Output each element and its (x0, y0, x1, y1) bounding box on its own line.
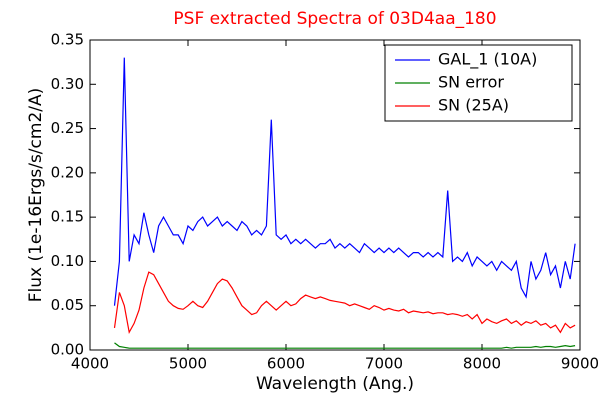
series-line (113, 57, 576, 306)
legend-label: SN (25A) (438, 96, 509, 115)
series-line (113, 271, 576, 335)
x-tick-label: 7000 (365, 355, 403, 373)
series-line (114, 342, 576, 349)
y-tick-label: 0.10 (51, 252, 84, 270)
legend-label: SN error (438, 73, 504, 92)
plot-frame (89, 39, 581, 351)
x-tick-label: 9000 (561, 355, 599, 373)
y-tick-label: 0.15 (51, 208, 84, 226)
y-axis-label: Flux (1e-16Ergs/s/cm2/A) (26, 88, 46, 303)
y-tick-label: 0.20 (51, 163, 84, 181)
y-tick-label: 0.30 (51, 75, 84, 93)
x-axis-label: Wavelength (Ang.) (256, 374, 414, 394)
x-tick-label: 8000 (463, 355, 501, 373)
y-tick-label: 0.05 (51, 296, 84, 314)
chart-title: PSF extracted Spectra of 03D4aa_180 (173, 9, 496, 29)
x-tick-label: 4000 (71, 355, 109, 373)
y-tick-label: 0.25 (51, 119, 84, 137)
x-tick-label: 6000 (267, 355, 305, 373)
y-tick-label: 0.00 (51, 341, 84, 359)
legend-label: GAL_1 (10A) (438, 50, 537, 70)
y-tick-label: 0.35 (51, 31, 84, 49)
x-tick-label: 5000 (169, 355, 207, 373)
